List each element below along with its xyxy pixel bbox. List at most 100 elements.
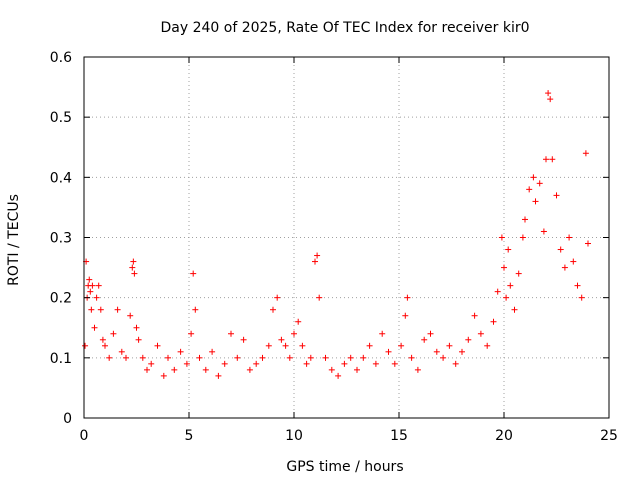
x-tick-label: 10 (285, 428, 303, 444)
data-point (427, 330, 434, 337)
data-point (123, 354, 129, 361)
data-point (130, 258, 137, 265)
data-point (398, 342, 405, 349)
y-tick-label: 0.2 (50, 291, 72, 307)
data-point (549, 156, 556, 163)
x-axis-label: GPS time / hours (286, 459, 403, 475)
data-point (532, 198, 539, 205)
data-point (433, 348, 440, 355)
data-point (86, 276, 93, 283)
data-point (360, 354, 367, 361)
x-tick-label: 20 (495, 428, 513, 444)
data-point (328, 366, 335, 373)
data-point (503, 294, 510, 301)
data-point (221, 360, 228, 367)
data-point (459, 348, 465, 355)
data-point (366, 342, 373, 349)
data-point (196, 354, 203, 361)
data-point (385, 348, 392, 355)
y-axis-label: ROTI / TECUs (6, 194, 22, 286)
data-point (498, 234, 505, 241)
data-point (391, 360, 398, 367)
data-point (139, 354, 146, 361)
data-point (335, 372, 342, 379)
data-point (183, 360, 190, 367)
data-point (490, 318, 497, 325)
data-point (303, 360, 310, 367)
data-points (82, 90, 591, 379)
x-tick-label: 5 (185, 428, 194, 444)
data-point (540, 228, 547, 235)
data-point (246, 366, 253, 373)
x-tick-label: 15 (390, 428, 408, 444)
data-point (354, 366, 360, 373)
data-point (519, 234, 526, 241)
data-point (177, 348, 184, 355)
data-point (402, 312, 409, 319)
data-point (494, 288, 501, 295)
axis-ticks (83, 56, 610, 419)
data-point (372, 360, 379, 367)
data-point (114, 306, 121, 313)
data-point (209, 348, 216, 355)
data-point (585, 240, 591, 247)
data-point (574, 282, 581, 289)
data-point (228, 330, 234, 337)
data-point (110, 330, 117, 337)
data-point (129, 264, 136, 271)
data-point (171, 366, 178, 373)
data-point (97, 306, 104, 313)
data-point (131, 270, 138, 277)
data-point (312, 258, 318, 265)
data-point (295, 318, 302, 325)
data-point (102, 342, 108, 349)
data-point (557, 246, 564, 253)
data-point (270, 306, 276, 313)
data-point (99, 336, 106, 343)
data-point (545, 90, 552, 97)
data-point (522, 216, 528, 223)
data-point (160, 372, 167, 379)
data-point (530, 174, 537, 181)
y-tick-label: 0.4 (50, 170, 72, 186)
data-point (154, 342, 161, 349)
data-point (526, 186, 533, 193)
data-point (192, 306, 199, 313)
y-tick-label: 0.3 (50, 231, 72, 247)
data-point (316, 294, 323, 301)
data-point (414, 366, 421, 373)
data-point (408, 354, 415, 361)
data-point (286, 354, 293, 361)
data-point (299, 342, 306, 349)
data-point (547, 96, 554, 103)
data-point (127, 312, 134, 319)
data-point (291, 330, 297, 337)
data-point (570, 258, 577, 265)
data-point (561, 264, 568, 271)
x-tick-label: 0 (80, 428, 89, 444)
data-point (106, 354, 113, 361)
data-point (553, 192, 560, 199)
data-point (259, 354, 266, 361)
data-point (88, 306, 95, 313)
data-point (215, 372, 222, 379)
chart-title: Day 240 of 2025, Rate Of TEC Index for r… (160, 20, 529, 36)
data-point (265, 342, 272, 349)
y-tick-label: 0.5 (50, 110, 72, 126)
y-tick-label: 0.6 (50, 50, 72, 66)
data-point (95, 282, 102, 289)
data-point (234, 354, 241, 361)
data-point (282, 342, 289, 349)
data-point (82, 342, 89, 349)
data-point (501, 264, 507, 271)
data-point (477, 330, 484, 337)
data-point (511, 306, 518, 313)
data-point (536, 180, 543, 187)
data-point (314, 252, 321, 259)
x-tick-labels: 0 5 10 15 20 25 (80, 428, 618, 444)
data-point (578, 294, 585, 301)
data-point (566, 234, 573, 241)
data-point (89, 282, 96, 289)
data-point (118, 348, 125, 355)
